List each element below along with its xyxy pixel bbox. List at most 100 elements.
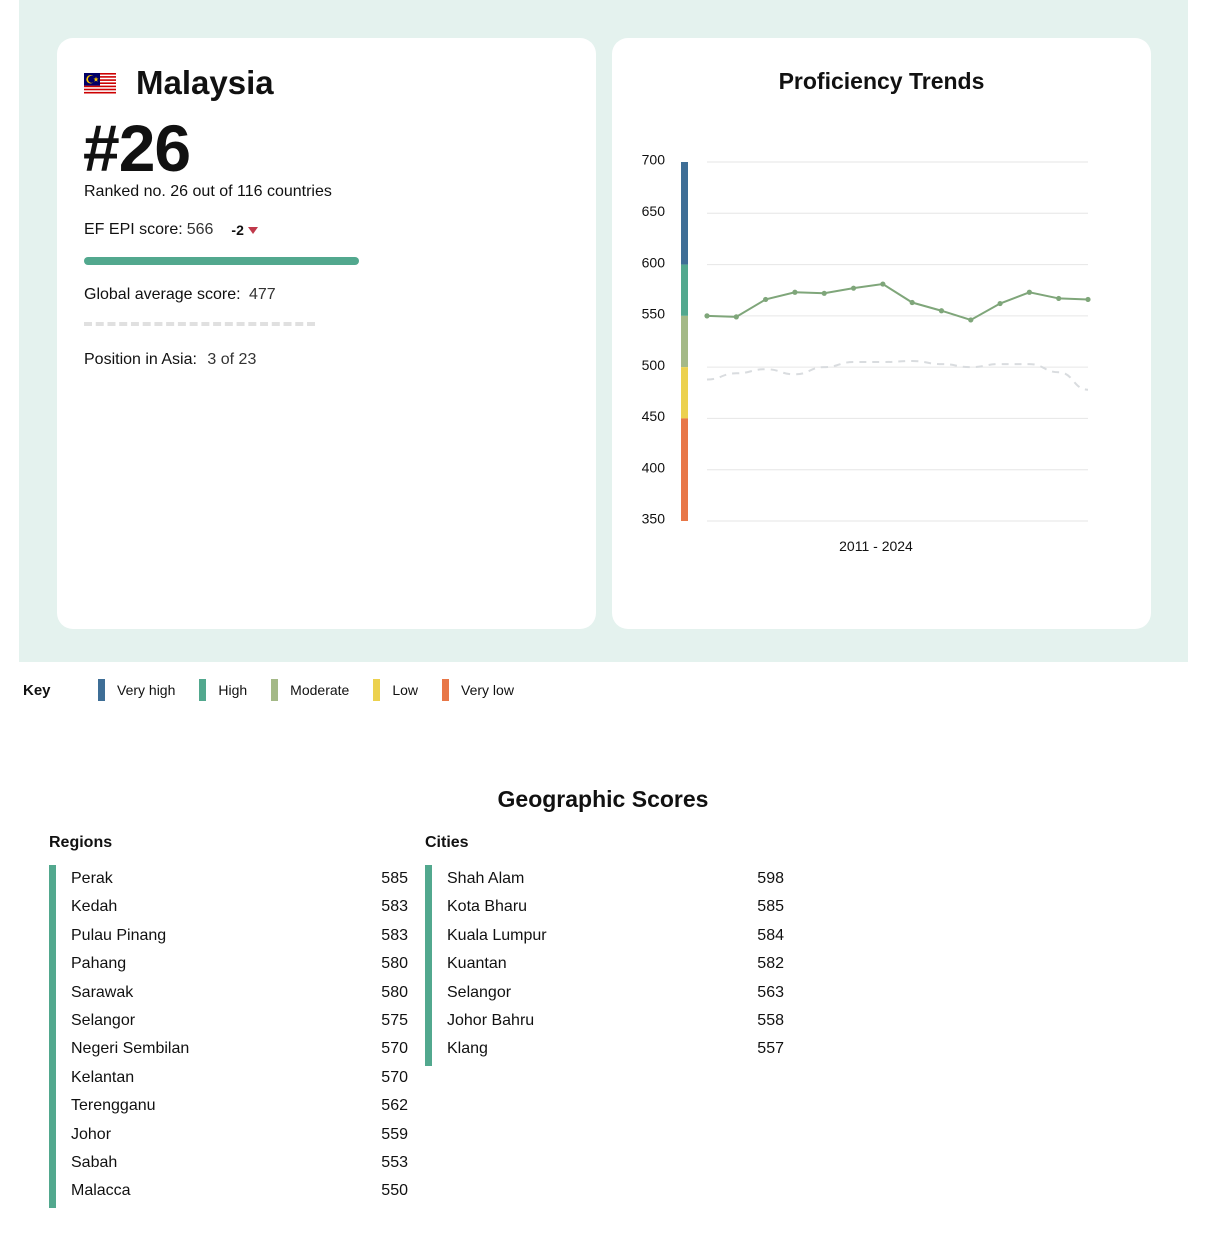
list-item-name: Shah Alam bbox=[447, 870, 525, 887]
list-item: Terengganu 562 bbox=[71, 1092, 408, 1120]
list-item-name: Kelantan bbox=[71, 1068, 135, 1086]
score-point[interactable] bbox=[1056, 295, 1062, 302]
list-item-name: Perak bbox=[71, 870, 113, 887]
score-point[interactable] bbox=[821, 290, 827, 296]
score-point[interactable] bbox=[733, 314, 739, 320]
asia-position-label: Position in Asia: bbox=[84, 351, 197, 368]
chart-title: Proficiency Trends bbox=[778, 68, 985, 94]
list-item-name: Kota Bharu bbox=[447, 898, 528, 916]
list-item: Sabah 553 bbox=[71, 1149, 408, 1177]
list-item-name: Sarawak bbox=[71, 983, 134, 1001]
global-average-value: 477 bbox=[248, 286, 276, 303]
global-average-line bbox=[84, 322, 315, 326]
country-name: Malaysia bbox=[136, 64, 274, 101]
epi-score-delta: -2 bbox=[231, 220, 258, 240]
list-item: Shah Alam 598 bbox=[447, 865, 784, 893]
list-item-score: 598 bbox=[757, 870, 784, 887]
epi-delta-value: -2 bbox=[231, 222, 244, 238]
score-point[interactable] bbox=[880, 281, 886, 287]
list-item-name: Sabah bbox=[71, 1154, 118, 1171]
key-label: High bbox=[218, 682, 248, 698]
list-item-score: 583 bbox=[381, 926, 408, 944]
y-tick-label: 500 bbox=[642, 357, 666, 373]
list-item: Kuala Lumpur 584 bbox=[447, 922, 784, 950]
asia-position-value: 3 of 23 bbox=[207, 351, 257, 368]
list-item-name: Negeri Sembilan bbox=[71, 1040, 190, 1058]
list-item-score: 559 bbox=[381, 1125, 408, 1143]
trend-chart: 700 650 600 550 500 450 400 350 2011 - 2024 bbox=[642, 152, 1091, 554]
list-item: Kelantan 570 bbox=[71, 1064, 408, 1092]
list-item: Kuantan 582 bbox=[447, 950, 784, 978]
global-average-series-line bbox=[706, 359, 1089, 391]
score-point[interactable] bbox=[909, 299, 915, 306]
regions-title: Regions bbox=[49, 834, 113, 851]
key-item-very-high: Very high bbox=[98, 679, 175, 701]
list-item: Sarawak 580 bbox=[71, 979, 408, 1007]
country-rank: #26 bbox=[83, 111, 191, 185]
list-accent-bar bbox=[49, 865, 56, 1208]
key-item-very-low: Very low bbox=[442, 679, 514, 701]
list-item-score: 570 bbox=[381, 1040, 408, 1058]
list-accent-bar bbox=[425, 865, 432, 1066]
y-tick-label: 550 bbox=[642, 306, 666, 322]
score-point[interactable] bbox=[763, 296, 769, 303]
list-item-name: Terengganu bbox=[71, 1097, 156, 1115]
score-point[interactable] bbox=[850, 285, 857, 291]
proficiency-band-high bbox=[681, 264, 688, 316]
key-swatch bbox=[442, 679, 450, 701]
country-card: Malaysia #26 Ranked no. 26 out of 116 co… bbox=[57, 38, 596, 629]
list-item-score: 580 bbox=[381, 955, 408, 973]
global-average-row: Global average score: 477 bbox=[84, 285, 276, 305]
malaysia-flag-icon bbox=[84, 73, 116, 95]
key-label: Moderate bbox=[290, 682, 350, 698]
list-item-score: 584 bbox=[757, 926, 784, 944]
x-axis-label: 2011 - 2024 bbox=[839, 538, 913, 554]
key-item-moderate: Moderate bbox=[271, 679, 349, 701]
list-item: Pulau Pinang 583 bbox=[71, 922, 408, 950]
cities-title: Cities bbox=[425, 834, 469, 851]
trend-chart-card: Proficiency Trends 700 650 600 550 500 450 400… bbox=[612, 38, 1151, 629]
key-item-high: High bbox=[199, 679, 247, 701]
list-item: Selangor 575 bbox=[71, 1007, 408, 1035]
score-point[interactable] bbox=[792, 289, 798, 295]
proficiency-band-low bbox=[681, 367, 688, 419]
list-item-score: 562 bbox=[381, 1097, 408, 1115]
key-items: Very high High Moderate Low Very low bbox=[98, 679, 538, 701]
list-item-score: 570 bbox=[381, 1068, 408, 1086]
list-item-score: 582 bbox=[757, 955, 784, 973]
list-item-score: 580 bbox=[381, 983, 408, 1001]
list-item-name: Selangor bbox=[71, 1012, 136, 1029]
epi-score-value: 566 bbox=[186, 221, 214, 238]
list-item: Pahang 580 bbox=[71, 950, 408, 978]
list-item-name: Johor bbox=[71, 1125, 112, 1143]
y-tick-label: 600 bbox=[642, 254, 666, 270]
score-point[interactable] bbox=[938, 308, 945, 314]
score-point[interactable] bbox=[704, 313, 710, 319]
score-point[interactable] bbox=[1026, 289, 1032, 295]
list-item: Johor Bahru 558 bbox=[447, 1007, 784, 1035]
y-tick-label: 700 bbox=[642, 152, 666, 168]
key-swatch bbox=[271, 679, 279, 701]
score-point[interactable] bbox=[968, 317, 974, 323]
key-item-low: Low bbox=[373, 679, 418, 701]
list-item: Malacca 550 bbox=[71, 1177, 408, 1205]
hero-band: Malaysia #26 Ranked no. 26 out of 116 co… bbox=[19, 0, 1188, 662]
y-tick-label: 400 bbox=[642, 459, 666, 475]
score-point[interactable] bbox=[1085, 296, 1091, 303]
list-item-score: 557 bbox=[757, 1040, 784, 1058]
list-item-name: Kuala Lumpur bbox=[447, 926, 547, 944]
list-item-score: 575 bbox=[381, 1012, 408, 1029]
score-point[interactable] bbox=[997, 300, 1003, 307]
list-item: Negeri Sembilan 570 bbox=[71, 1035, 408, 1063]
epi-score-row: EF EPI score: 566 -2 bbox=[84, 220, 258, 240]
rank-description: Ranked no. 26 out of 116 countries bbox=[84, 183, 332, 200]
list-item-name: Kedah bbox=[71, 898, 118, 916]
asia-position-row: Position in Asia: 3 of 23 bbox=[84, 350, 256, 370]
list-item-name: Johor Bahru bbox=[447, 1012, 535, 1029]
list-item-score: 583 bbox=[381, 898, 408, 916]
list-item-score: 585 bbox=[757, 898, 784, 916]
list-item-score: 550 bbox=[381, 1182, 408, 1200]
y-tick-label: 350 bbox=[642, 511, 666, 527]
list-item-score: 553 bbox=[381, 1154, 408, 1171]
key-swatch bbox=[373, 679, 381, 701]
